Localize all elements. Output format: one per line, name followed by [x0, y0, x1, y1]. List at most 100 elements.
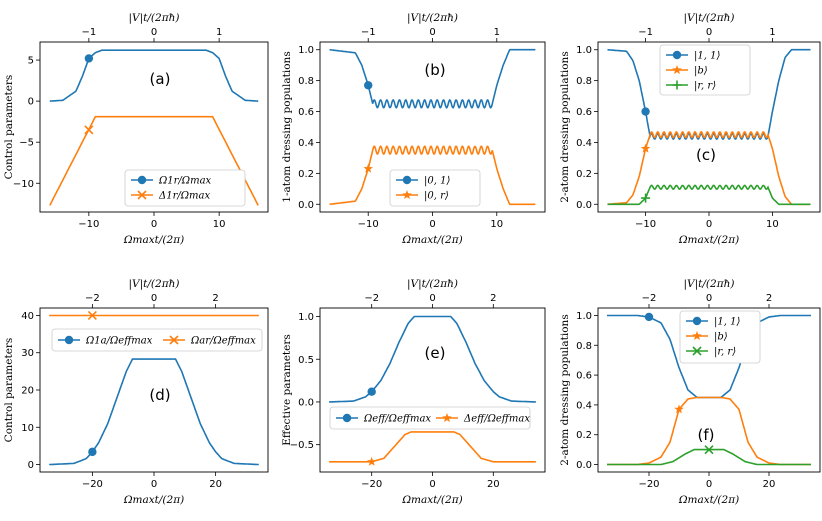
- series-marker: [367, 387, 376, 396]
- legend-label: |r, r⟩: [714, 347, 736, 358]
- chart-panel-a: −10 0 10−1 0 1−10−505Ωmaxt/(2π)|V|t/(2πħ)Con…: [3, 12, 269, 246]
- legend-label: |r, r⟩: [694, 81, 716, 92]
- legend-label: Δeff/Ωeffmax: [463, 414, 530, 425]
- series-line: [607, 448, 811, 466]
- legend-marker: [442, 413, 452, 422]
- series-marker: [84, 54, 94, 63]
- top-axis-label: |V|t/(2πħ): [407, 278, 458, 291]
- top-tick-label: 0: [706, 27, 712, 38]
- top-tick-label: −1: [81, 27, 96, 38]
- series-line: [329, 431, 536, 463]
- series-marker: [641, 193, 651, 203]
- series-marker: [88, 447, 97, 457]
- x-axis-label: Ωmaxt/(2π): [401, 494, 462, 506]
- x-tick-label: −20: [361, 479, 382, 490]
- legend-label: |0, 1⟩: [424, 176, 450, 187]
- axes-frame: [319, 307, 546, 473]
- y-tick-label: 0.0: [576, 460, 592, 471]
- legend-label: |1, 1⟩: [694, 51, 720, 62]
- legend-marker: [402, 190, 412, 199]
- x-tick-label: 0: [151, 479, 157, 490]
- top-tick-label: −2: [364, 293, 379, 304]
- y-tick-label: 0.6: [298, 107, 314, 118]
- x-axis-label: Ωmaxt/(2π): [678, 494, 739, 506]
- legend-marker: [137, 175, 147, 185]
- legend-label: Ωar/Ωeffmax: [190, 336, 256, 347]
- y-tick-label: 10: [21, 423, 34, 434]
- top-axis-label: |V|t/(2πħ): [129, 278, 180, 291]
- y-tick-label: 0: [28, 460, 34, 471]
- x-tick-label: 20: [487, 479, 500, 490]
- y-tick-label: 1.0: [298, 312, 314, 323]
- y-axis-label: Control parameters: [3, 338, 15, 443]
- x-tick-label: 10: [766, 219, 779, 230]
- top-tick-label: 0: [151, 27, 157, 38]
- legend-marker: [692, 331, 702, 340]
- y-tick-label: 1.0: [576, 45, 592, 56]
- x-tick-label: 0: [706, 479, 712, 490]
- panel-label: (f): [698, 426, 715, 444]
- panel-label: (b): [424, 61, 445, 79]
- top-tick-label: 0: [151, 293, 157, 304]
- y-tick-label: 5: [28, 56, 34, 67]
- panel-label: (a): [150, 70, 171, 88]
- top-tick-label: −1: [361, 27, 376, 38]
- legend-marker: [672, 65, 682, 74]
- x-tick-label: −10: [78, 219, 99, 230]
- series-line: [329, 145, 536, 206]
- top-axis-label: |V|t/(2πħ): [684, 278, 735, 291]
- y-tick-label: 1.0: [576, 311, 592, 322]
- y-tick-label: 0.0: [298, 200, 314, 211]
- top-tick-label: 0: [706, 293, 712, 304]
- top-tick-label: 1: [216, 27, 222, 38]
- y-tick-label: 20: [21, 386, 34, 397]
- series-line: [329, 48, 536, 109]
- x-axis-label: Ωmaxt/(2π): [123, 494, 184, 506]
- legend-label: Δ1r/Ωmax: [158, 191, 210, 202]
- chart-panel-e: −20 0 20−2 0 2−0.50.00.51.0Ωmaxt/(2π)|V|t/(2…: [281, 278, 546, 506]
- x-tick-label: 0: [151, 219, 157, 230]
- chart-panel-f: −20 0 20−2 0 20.00.20.40.60.81.0Ωmaxt/(2π)|V…: [559, 278, 821, 506]
- y-tick-label: −10: [13, 179, 34, 190]
- top-axis-label: |V|t/(2πħ): [129, 12, 180, 25]
- series-marker: [87, 310, 97, 321]
- top-axis-label: |V|t/(2πħ): [684, 12, 735, 25]
- legend-label: |b⟩: [694, 66, 708, 77]
- top-axis-label: |V|t/(2πħ): [407, 12, 458, 25]
- legend-label: Ω1a/Ωeffmax: [85, 336, 153, 347]
- series-line: [49, 115, 259, 206]
- x-tick-label: 10: [213, 219, 226, 230]
- series-line: [607, 130, 811, 206]
- chart-panel-c: −10 0 10−1 0 10.00.20.40.60.81.0Ωmaxt/(2π)|V…: [559, 12, 821, 246]
- legend-marker: [692, 316, 702, 326]
- y-axis-label: 1-atom dressing populations: [281, 51, 293, 202]
- series-line: [607, 184, 811, 206]
- panel-label: (c): [696, 146, 716, 164]
- x-tick-label: −20: [638, 479, 659, 490]
- y-tick-label: 0.8: [576, 76, 592, 87]
- legend-label: Ωeff/Ωeffmax: [363, 414, 431, 425]
- x-axis-label: Ωmaxt/(2π): [123, 234, 184, 246]
- series-marker: [640, 143, 651, 153]
- legend-marker: [672, 80, 682, 90]
- x-tick-label: −10: [358, 219, 379, 230]
- top-tick-label: 1: [769, 27, 775, 38]
- x-tick-label: −20: [82, 479, 103, 490]
- legend-marker: [402, 175, 412, 185]
- legend-marker: [169, 335, 179, 345]
- y-tick-label: 0.5: [298, 355, 314, 366]
- legend-marker: [342, 413, 352, 423]
- y-tick-label: 0.0: [298, 397, 314, 408]
- y-axis-label: 2-atom dressing populations: [559, 51, 571, 202]
- legend-label: |b⟩: [714, 332, 728, 343]
- y-axis-label: Control parameters: [3, 75, 15, 180]
- top-tick-label: 0: [429, 27, 435, 38]
- y-tick-label: 0.4: [576, 400, 592, 411]
- y-tick-label: 0.2: [298, 169, 314, 180]
- series-marker: [641, 107, 650, 116]
- top-tick-label: 2: [766, 293, 772, 304]
- series-line: [328, 315, 537, 403]
- y-tick-label: 0.8: [576, 341, 592, 352]
- x-axis-label: Ωmaxt/(2π): [678, 234, 739, 246]
